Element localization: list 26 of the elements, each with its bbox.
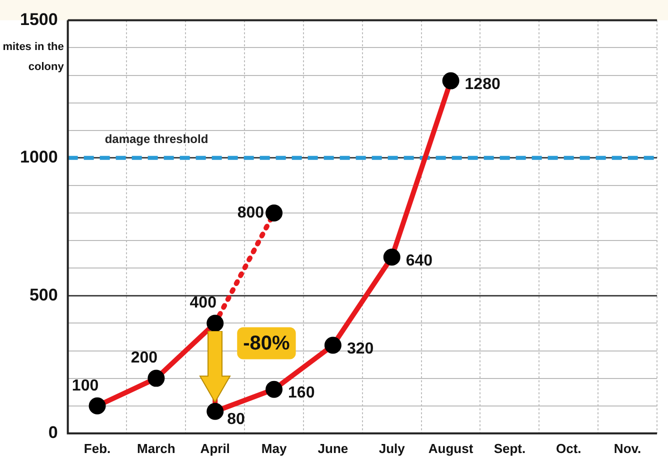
x-tick-label: May — [261, 440, 288, 456]
data-label: 160 — [288, 384, 315, 402]
y-tick-label: 500 — [29, 285, 58, 304]
annotation: -80% — [243, 332, 290, 355]
x-tick-label: July — [378, 440, 406, 456]
x-tick-label: Feb. — [84, 440, 111, 456]
x-tick-label: March — [137, 440, 176, 456]
x-tick-label: August — [428, 440, 474, 456]
data-label: 400 — [190, 294, 217, 312]
data-label: 1280 — [464, 76, 500, 94]
data-label: 200 — [130, 350, 158, 367]
data-label: 320 — [346, 340, 374, 358]
ref-line-label: damage threshold — [104, 132, 208, 146]
data-label: 100 — [72, 377, 99, 394]
data-label: 800 — [237, 204, 264, 222]
x-tick-label: Nov. — [614, 440, 642, 456]
x-tick-label: June — [318, 440, 348, 456]
data-label: 80 — [227, 410, 246, 428]
x-tick-label: April — [200, 440, 230, 456]
y-axis-title: mites in the colony — [2, 41, 65, 74]
y-tick-label: 1500 — [20, 10, 58, 29]
data-label: 640 — [406, 252, 433, 270]
y-tick-label: 0 — [48, 423, 58, 442]
x-tick-label: Oct. — [556, 440, 582, 456]
x-tick-label: Sept. — [494, 440, 526, 456]
y-tick-label: 1000 — [20, 148, 58, 167]
